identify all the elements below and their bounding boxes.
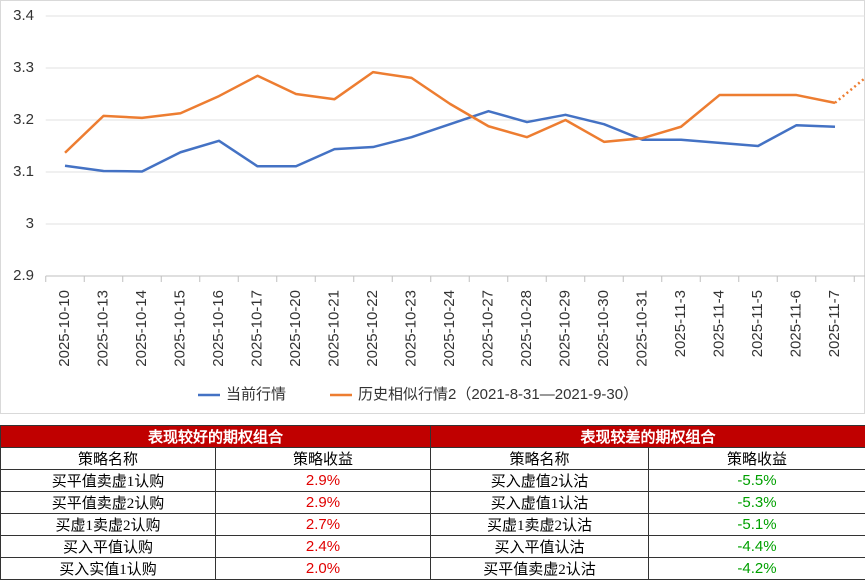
x-tick-label: 2025-10-10 xyxy=(56,290,73,367)
cell: 买平值卖虚2认沽 xyxy=(430,557,650,580)
cell: 策略名称 xyxy=(0,447,216,470)
cell: 买入虚值2认沽 xyxy=(430,469,650,492)
row: 买平值卖虚2认购 2.9% 买入虚值1认沽 -5.3% xyxy=(0,491,865,514)
x-tick-label: 2025-11-7 xyxy=(826,290,843,357)
y-tick-label: 3.4 xyxy=(13,7,34,24)
cell: 买平值卖虚2认购 xyxy=(0,491,216,514)
cell: 表现较差的期权组合 xyxy=(430,425,865,448)
y-tick-label: 3.3 xyxy=(13,59,34,76)
x-tick-label: 2025-10-31 xyxy=(633,290,650,367)
cell: 2.9% xyxy=(214,491,432,514)
cell: 2.0% xyxy=(214,557,432,580)
cell: -5.3% xyxy=(648,491,865,514)
row: 买虚1卖虚2认购 2.7% 买虚1卖虚2认沽 -5.1% xyxy=(0,513,865,536)
cell: 策略名称 xyxy=(430,447,650,470)
row: 买平值卖虚1认购 2.9% 买入虚值2认沽 -5.5% xyxy=(0,469,865,492)
cell: -5.1% xyxy=(648,513,865,536)
cell: -4.2% xyxy=(648,557,865,580)
x-tick-label: 2025-10-23 xyxy=(402,290,419,367)
cell: 2.9% xyxy=(214,469,432,492)
cell: 买虚1卖虚2认购 xyxy=(0,513,216,536)
cell: 表现较好的期权组合 xyxy=(0,425,432,448)
series-line xyxy=(64,109,836,173)
x-tick-label: 2025-10-17 xyxy=(248,290,265,367)
x-tick-label: 2025-10-29 xyxy=(556,290,573,367)
x-tick-label: 2025-10-27 xyxy=(479,290,496,367)
cell: 策略收益 xyxy=(648,447,865,470)
row: 策略名称 策略收益 策略名称 策略收益 xyxy=(0,447,865,470)
row: 表现较好的期权组合 表现较差的期权组合 xyxy=(0,425,865,448)
row: 买入平值认购 2.4% 买入平值认沽 -4.4% xyxy=(0,535,865,558)
cell: -4.4% xyxy=(648,535,865,558)
y-tick-label: 3 xyxy=(26,215,34,232)
y-tick-label: 2.9 xyxy=(13,267,34,284)
series-line xyxy=(64,70,836,154)
x-tick-label: 2025-11-3 xyxy=(672,290,689,357)
x-tick-label: 2025-10-16 xyxy=(210,290,227,367)
x-tick-label: 2025-11-6 xyxy=(787,290,804,357)
legend-label: 当前行情 xyxy=(226,386,286,403)
cell: -5.5% xyxy=(648,469,865,492)
cell: 2.7% xyxy=(214,513,432,536)
cell: 买入平值认购 xyxy=(0,535,216,558)
cell: 买入虚值1认沽 xyxy=(430,491,650,514)
cell: 买入实值1认购 xyxy=(0,557,216,580)
x-tick-label: 2025-10-28 xyxy=(518,290,535,367)
table: 表现较好的期权组合 表现较差的期权组合 策略名称 策略收益 策略名称 策略收益 买平值卖虚1… xyxy=(0,425,865,580)
y-tick-label: 3.1 xyxy=(13,163,34,180)
x-tick-label: 2025-10-20 xyxy=(287,290,304,367)
x-tick-label: 2025-10-30 xyxy=(595,290,612,367)
x-tick-label: 2025-10-24 xyxy=(441,290,458,367)
x-tick-label: 2025-11-5 xyxy=(749,290,766,357)
x-tick-label: 2025-11-4 xyxy=(710,290,727,357)
x-tick-label: 2025-10-22 xyxy=(364,290,381,367)
cell: 2.4% xyxy=(214,535,432,558)
cell: 买虚1卖虚2认沽 xyxy=(430,513,650,536)
x-tick-label: 2025-10-13 xyxy=(94,290,111,367)
legend-label: 历史相似行情2（2021-8-31—2021-9-30） xyxy=(358,386,638,403)
x-tick-label: 2025-10-21 xyxy=(325,290,342,367)
cell: 买入平值认沽 xyxy=(430,535,650,558)
y-tick-label: 3.2 xyxy=(13,111,34,128)
chart-border xyxy=(0,0,865,414)
row: 买入实值1认购 2.0% 买平值卖虚2认沽 -4.2% xyxy=(0,557,865,580)
x-tick-label: 2025-10-14 xyxy=(133,290,150,367)
cell: 买平值卖虚1认购 xyxy=(0,469,216,492)
x-tick-label: 2025-10-15 xyxy=(171,290,188,367)
chart: 2.9 3 3.1 3.2 3.3 3.4 2025-10-10 2025-10-13 2025… xyxy=(0,0,865,414)
cell: 策略收益 xyxy=(214,447,432,470)
